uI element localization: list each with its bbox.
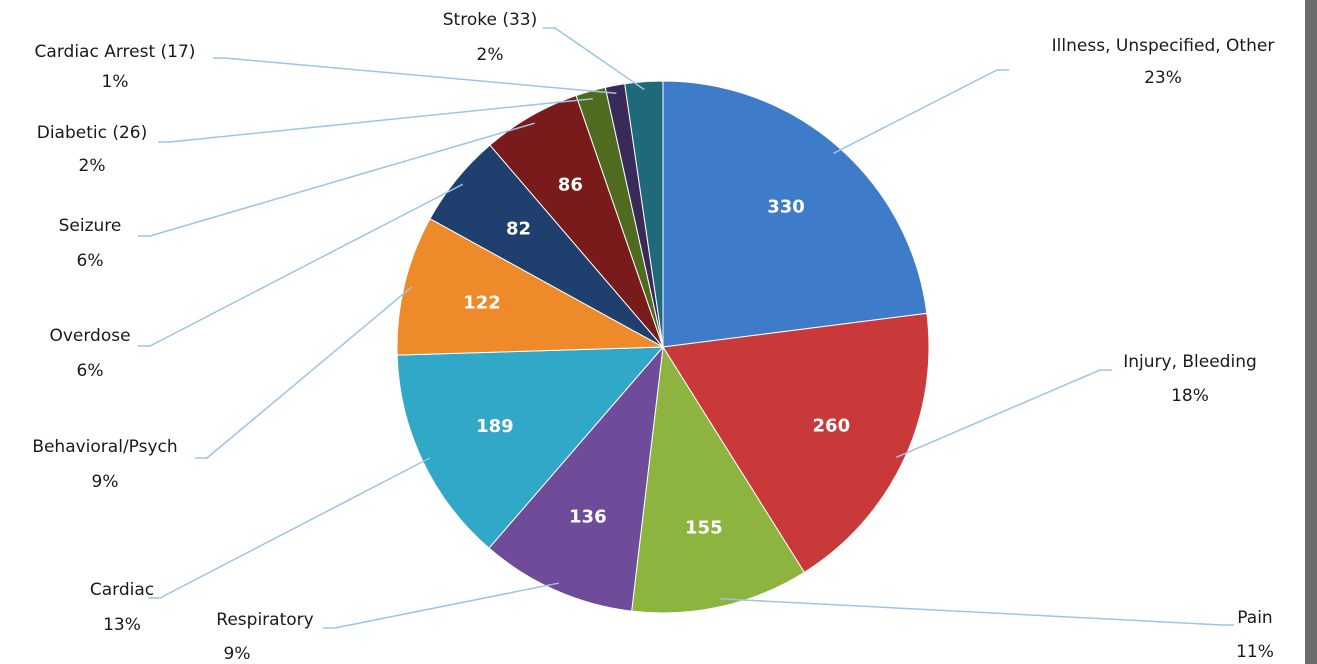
percent-label: 6%: [77, 251, 104, 271]
slice-value-label: 260: [813, 416, 851, 437]
leader-line: [138, 183, 464, 347]
leader-line: [158, 97, 593, 143]
leader-line: [719, 597, 1234, 626]
pie-slice: [662, 312, 930, 574]
slice-value-label: 189: [476, 416, 514, 437]
category-label: Behavioral/Psych: [32, 437, 177, 457]
percent-label: 6%: [77, 361, 104, 381]
category-label: Stroke (33): [443, 10, 537, 30]
percent-label: 2%: [79, 156, 106, 176]
slice-value-label: 330: [767, 196, 805, 217]
leader-line: [833, 69, 1009, 155]
window-border: [1305, 0, 1317, 664]
pie-slice: [624, 80, 664, 348]
category-label: Injury, Bleeding: [1123, 352, 1257, 372]
percent-label: 13%: [103, 615, 141, 635]
percent-label: 1%: [102, 72, 129, 92]
percent-label: 11%: [1236, 642, 1274, 662]
percent-label: 18%: [1171, 386, 1209, 406]
percent-label: 9%: [224, 644, 251, 664]
pie-slice: [488, 345, 664, 612]
slice-value-label: 82: [506, 219, 531, 240]
percent-label: 23%: [1144, 68, 1182, 88]
percent-label: 9%: [92, 472, 119, 492]
leader-line: [148, 457, 431, 599]
category-label: Overdose: [49, 326, 130, 346]
slice-value-label: 136: [569, 506, 607, 527]
slice-value-label: 122: [463, 292, 501, 313]
category-label: Seizure: [59, 216, 122, 236]
slice-value-label: 86: [558, 174, 583, 195]
leader-line: [543, 27, 645, 91]
pie-slice: [631, 345, 805, 614]
leader-line: [895, 369, 1112, 459]
category-label: Cardiac: [90, 580, 154, 600]
leader-line: [323, 582, 559, 629]
leader-line: [195, 286, 413, 459]
leader-line: [138, 122, 535, 237]
category-label: Pain: [1237, 608, 1272, 628]
slice-value-label: 155: [685, 518, 723, 539]
category-label: Illness, Unspecified, Other: [1052, 36, 1275, 56]
category-label: Cardiac Arrest (17): [35, 42, 196, 62]
pie-slice: [396, 218, 665, 356]
category-label: Respiratory: [216, 610, 313, 630]
percent-label: 2%: [477, 45, 504, 65]
leader-line: [213, 57, 617, 94]
category-label: Diabetic (26): [37, 123, 148, 143]
pie-slice: [662, 80, 928, 348]
